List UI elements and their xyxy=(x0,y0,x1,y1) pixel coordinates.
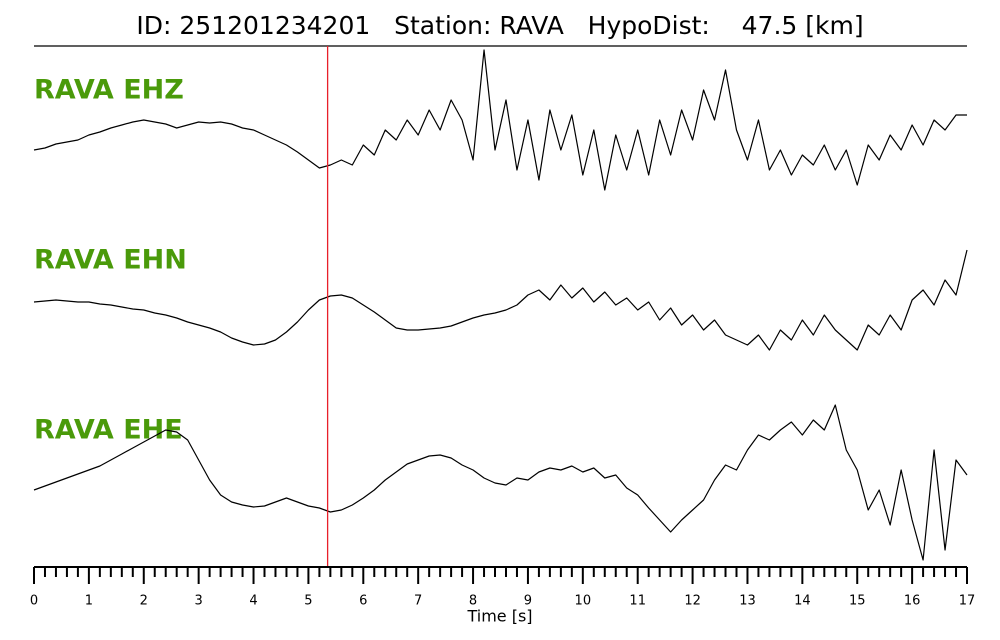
x-tick-label: 11 xyxy=(629,594,646,609)
waveform xyxy=(33,49,967,191)
trace-label: RAVA EHE xyxy=(34,415,183,446)
x-tick-label: 6 xyxy=(359,594,367,609)
x-tick-label: 15 xyxy=(849,594,866,609)
x-tick-label: 1 xyxy=(85,594,93,609)
x-tick-label: 13 xyxy=(739,594,756,609)
x-tick-label: 10 xyxy=(575,594,592,609)
x-tick-label: 2 xyxy=(140,594,148,609)
waveform xyxy=(33,404,968,561)
waveform xyxy=(33,249,968,351)
x-tick-label: 7 xyxy=(414,594,422,609)
x-tick-label: 0 xyxy=(30,594,38,609)
trace-label: RAVA EHZ xyxy=(34,75,184,106)
x-tick-label: 8 xyxy=(469,594,477,609)
x-axis-label: Time [s] xyxy=(466,607,532,626)
x-tick-label: 14 xyxy=(794,594,811,609)
trace-label: RAVA EHN xyxy=(34,245,187,276)
x-tick-label: 5 xyxy=(304,594,312,609)
x-tick-label: 12 xyxy=(684,594,701,609)
x-tick-label: 4 xyxy=(249,594,257,609)
x-tick-label: 3 xyxy=(195,594,203,609)
x-tick-label: 16 xyxy=(904,594,921,609)
chart-title: ID: 251201234201 Station: RAVA HypoDist:… xyxy=(136,11,863,40)
x-tick-label: 9 xyxy=(524,594,532,609)
x-tick-label: 17 xyxy=(959,594,976,609)
